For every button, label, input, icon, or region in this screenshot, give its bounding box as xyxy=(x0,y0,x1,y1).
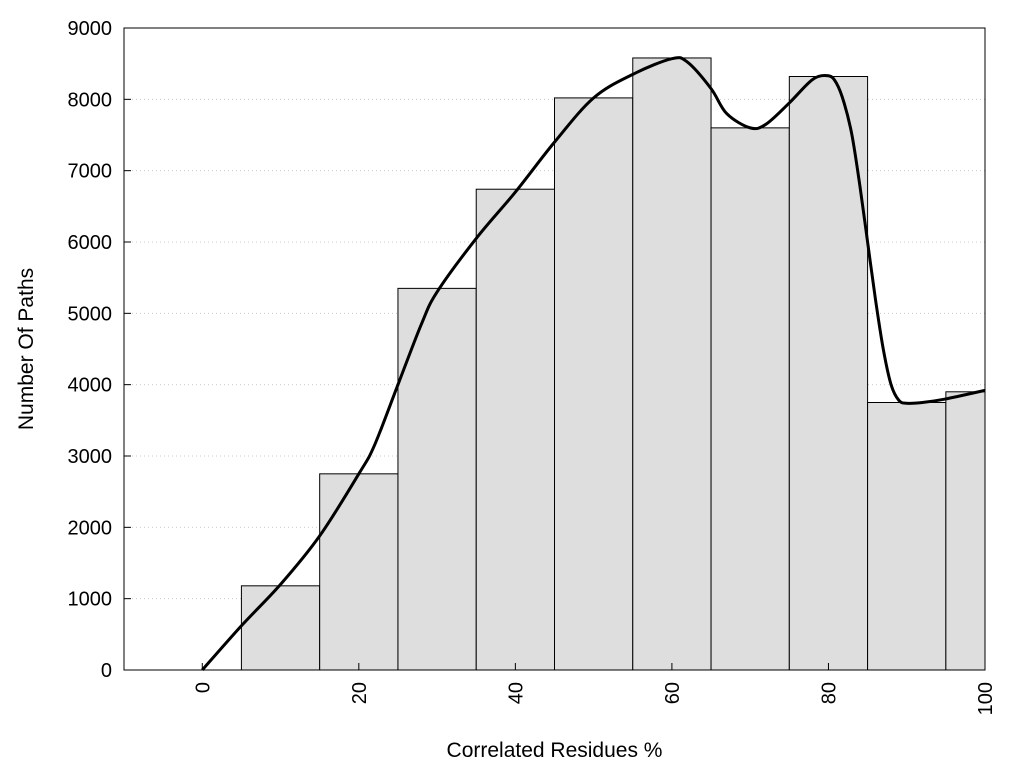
y-tick-labels: 0 1000 2000 3000 4000 5000 6000 7000 8000 9000 xyxy=(68,18,113,682)
y-tick-label: 2000 xyxy=(68,517,113,539)
histogram-bar xyxy=(554,97,634,671)
y-tick-label: 5000 xyxy=(68,303,113,325)
histogram-bars xyxy=(240,57,986,671)
histogram-bar xyxy=(632,57,712,671)
x-axis-label: Correlated Residues % xyxy=(447,739,663,762)
histogram-bar xyxy=(788,76,869,671)
y-tick-label: 7000 xyxy=(68,161,113,183)
y-tick-label: 8000 xyxy=(68,89,113,111)
histogram-bar xyxy=(945,391,986,671)
x-tick-label: 80 xyxy=(818,682,840,704)
x-tick-labels: 0 20 40 60 80 100 xyxy=(192,682,997,715)
plot-frame xyxy=(123,27,986,671)
y-tick-label: 3000 xyxy=(68,446,113,468)
y-tick-label: 4000 xyxy=(68,375,113,397)
histogram-bar xyxy=(475,188,555,671)
y-tick-label: 1000 xyxy=(68,589,113,611)
y-tick-label: 0 xyxy=(101,660,112,682)
x-tick-label: 60 xyxy=(662,682,684,704)
histogram-bar xyxy=(710,127,790,671)
histogram-bar xyxy=(319,473,399,671)
x-tick-label: 0 xyxy=(192,682,214,693)
curve-layer xyxy=(201,56,986,671)
axis-ticks xyxy=(124,27,986,671)
y-tick-label: 6000 xyxy=(68,232,113,254)
x-tick-label: 100 xyxy=(975,682,997,715)
x-tick-label: 20 xyxy=(349,682,371,704)
x-tick-label: 40 xyxy=(505,682,527,704)
histogram-bar xyxy=(397,287,477,671)
density-curve xyxy=(201,56,986,671)
y-axis-label: Number Of Paths xyxy=(15,268,38,430)
y-tick-label: 9000 xyxy=(68,18,113,40)
histogram-bar xyxy=(240,585,321,671)
histogram-bar xyxy=(867,402,947,671)
